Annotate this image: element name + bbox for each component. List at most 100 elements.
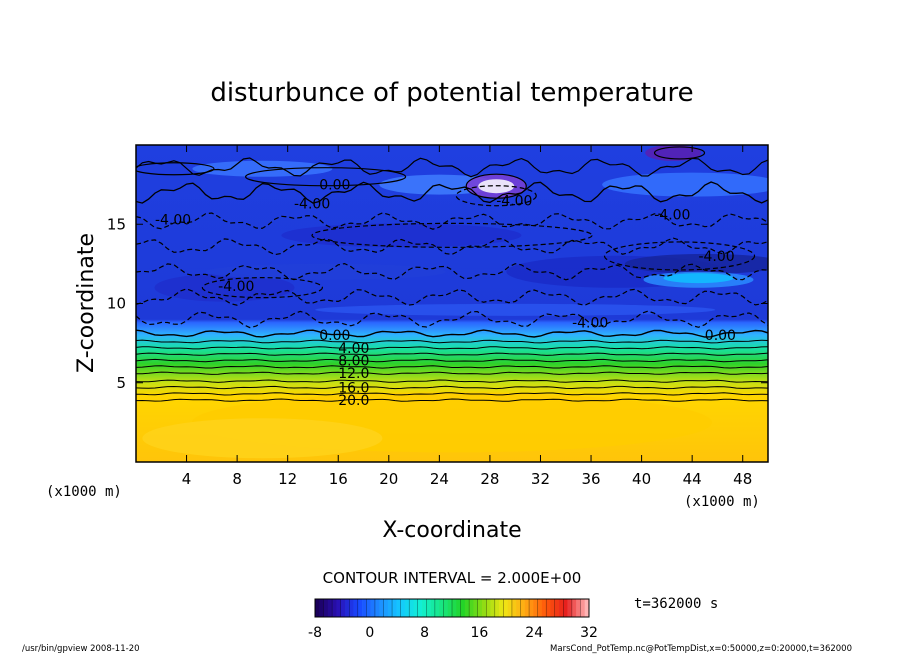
field-blob <box>281 223 522 248</box>
field-blob <box>663 273 734 284</box>
contour-line <box>136 157 768 178</box>
contour-line <box>136 352 768 356</box>
contour-label: 0.00 <box>319 178 350 194</box>
contour-lines <box>136 146 768 402</box>
colorbar-cell <box>546 599 551 617</box>
colorbar-cell <box>349 599 354 617</box>
plot-area <box>136 145 768 462</box>
contour-line-negative <box>136 237 768 256</box>
colorbar-cell <box>434 599 440 617</box>
colorbar-cell <box>529 599 534 617</box>
footer-right: MarsCond_PotTemp.nc@PotTempDist,x=0:5000… <box>550 644 852 654</box>
contour-label: 16.0 <box>338 381 369 397</box>
colorbar-cell <box>357 599 363 617</box>
colorbar-cell <box>494 599 500 617</box>
colorbar-cell <box>469 599 474 617</box>
y-tick-label: 15 <box>107 215 126 233</box>
contour-labels: 0.00 -4.00 -4.00 -4.00 -4.00 -4.00 -4.00 -4.00 0… <box>155 178 736 410</box>
x-unit-left: (x1000 m) <box>46 484 122 500</box>
colorbar-cell <box>580 599 586 617</box>
colorbar-cell <box>516 599 521 617</box>
contour-label: 0.00 <box>705 328 736 344</box>
colorbar-cell <box>366 599 371 617</box>
x-tick-label: 40 <box>632 470 651 488</box>
colorbar-cell <box>409 599 414 617</box>
contour-line <box>136 398 768 402</box>
colorbar-cell <box>319 599 324 617</box>
colorbar-cell <box>584 599 590 617</box>
contour-line <box>136 365 768 369</box>
contour-loop <box>653 146 706 160</box>
colorbar-cell <box>473 599 478 617</box>
x-tick-label: 28 <box>480 470 499 488</box>
field-blob <box>154 273 295 302</box>
contour-label: -4.00 <box>654 208 690 224</box>
colorbar-cell <box>383 599 389 617</box>
y-axis-label: Z-coordinate <box>74 233 99 373</box>
colorbar-cell <box>315 599 320 617</box>
contour-line <box>136 339 768 344</box>
colorbar-cell <box>327 599 333 617</box>
colorbar-cell <box>413 599 419 617</box>
contour-line-negative <box>136 212 768 230</box>
x-tick-label: 32 <box>531 470 550 488</box>
y-tick-label: 10 <box>107 295 126 313</box>
colorbar-cell <box>404 599 410 617</box>
colorbar-cell <box>439 599 444 617</box>
colorbar-cell <box>477 599 483 617</box>
contour-loop-negative <box>455 185 537 207</box>
contour-loop <box>245 167 407 187</box>
field-blob <box>315 303 716 316</box>
x-axis: 4 8 12 16 20 24 28 32 36 40 44 48 <box>182 145 752 488</box>
contour-label: -4.00 <box>218 279 254 295</box>
field-blob <box>624 253 768 274</box>
y-tick-label: 5 <box>116 374 126 392</box>
colorbar-cell <box>456 599 461 617</box>
x-tick-label: 36 <box>581 470 600 488</box>
contour-label: -4.00 <box>155 212 191 228</box>
time-label: t=362000 s <box>634 596 718 612</box>
x-unit-right: (x1000 m) <box>684 494 760 510</box>
contour-line <box>136 385 768 390</box>
x-tick-label: 4 <box>182 470 192 488</box>
colorbar-cell <box>520 599 526 617</box>
colorbar-cell <box>559 599 564 617</box>
contour-line <box>136 358 768 363</box>
field-blob <box>192 160 333 177</box>
colorbar-tick-label: 8 <box>420 625 429 641</box>
colorbar-cell <box>507 599 513 617</box>
contour-loop-negative <box>311 222 593 248</box>
contour-loop-negative <box>603 241 756 271</box>
colorbar-cell <box>400 599 406 617</box>
colorbar-cell <box>340 599 346 617</box>
colorbar-cell <box>417 599 423 617</box>
colorbar-cell <box>332 599 337 617</box>
colorbar-cell <box>576 599 581 617</box>
contour-loop <box>465 173 527 199</box>
colorbar-cell <box>447 599 453 617</box>
colorbar-cell <box>353 599 359 617</box>
contour-label: -4.00 <box>698 249 734 265</box>
contour-interval: CONTOUR INTERVAL = 2.000E+00 <box>323 569 582 587</box>
y-axis: 5 10 15 <box>107 215 768 392</box>
colorbar-cell <box>511 599 517 617</box>
contour-line <box>136 329 768 338</box>
colorbar-cell <box>499 599 504 617</box>
colorbar-cell <box>430 599 436 617</box>
field-blobs <box>142 145 768 459</box>
contour-line-negative <box>136 310 768 329</box>
contour-label: 20.0 <box>338 393 369 409</box>
colorbar-cell <box>392 599 397 617</box>
contour-line-negative <box>136 262 768 281</box>
contour-label: 4.00 <box>338 341 369 357</box>
contour-label: 12.0 <box>338 366 369 382</box>
colorbar-cell <box>567 599 573 617</box>
colorbar-cell <box>379 599 384 617</box>
contour-line <box>136 346 768 350</box>
colorbar-cell <box>537 599 543 617</box>
colorbar-cell <box>533 599 538 617</box>
contour-label: -4.00 <box>496 193 532 209</box>
contour-label: -4.00 <box>294 197 330 213</box>
colorbar-tick-label: 0 <box>365 625 374 641</box>
